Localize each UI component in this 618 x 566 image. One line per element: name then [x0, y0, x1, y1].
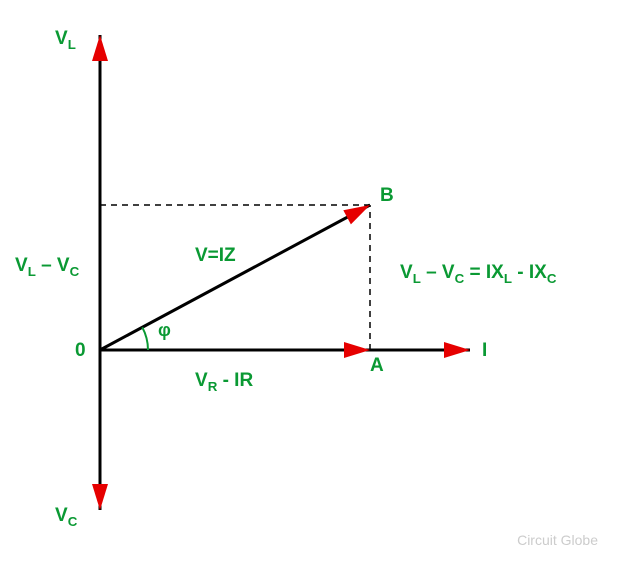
label-V-IZ: V=IZ [195, 245, 236, 267]
watermark: Circuit Globe [517, 532, 598, 548]
label-right-eq: VL – VC = IXL - IXC [400, 262, 556, 286]
label-VL: VL [55, 28, 76, 52]
label-A: A [370, 355, 384, 377]
label-VR-IR: VR - IR [195, 370, 253, 394]
label-origin: 0 [75, 340, 86, 362]
label-I: I [482, 340, 487, 362]
label-B: B [380, 185, 394, 207]
label-phi: φ [158, 320, 171, 341]
label-VL-minus-VC: VL – VC [15, 255, 79, 279]
label-VC: VC [55, 505, 77, 529]
